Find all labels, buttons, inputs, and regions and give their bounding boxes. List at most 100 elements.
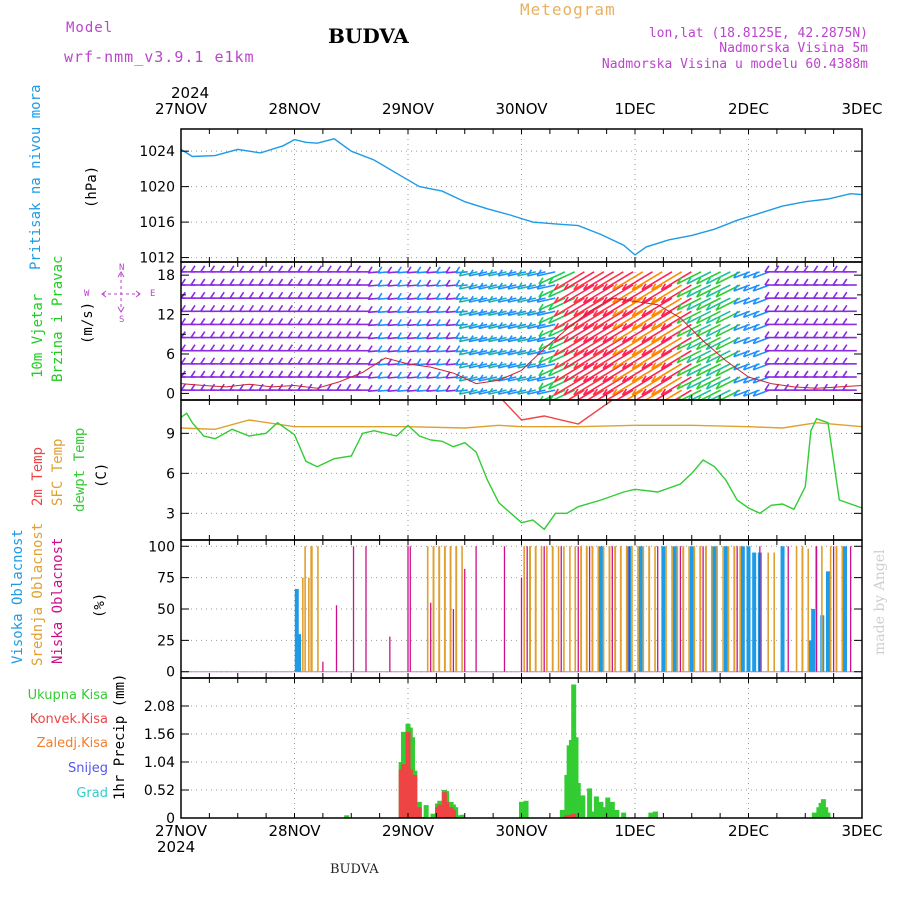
high-cloud-bar — [294, 588, 299, 672]
wind-barb-flag — [695, 356, 702, 364]
wind-barb-flag — [695, 316, 702, 324]
wind-barb — [538, 376, 566, 390]
wind-barb-flag — [229, 265, 235, 273]
wind-barb-flag — [803, 304, 809, 312]
wind-barb-flag — [238, 304, 245, 312]
wind-barb — [676, 349, 702, 364]
wind-barb-flag — [355, 291, 362, 299]
wind-barb — [478, 271, 498, 277]
wind-barb-flag — [536, 269, 542, 277]
y-tick-label: 1.56 — [144, 727, 175, 743]
wind-barb-flag — [445, 305, 451, 313]
wind-barb-flag — [536, 321, 542, 329]
wind-barb-flag — [842, 370, 848, 378]
wind-barb — [459, 284, 478, 290]
wind-barb-flag — [752, 389, 758, 397]
wind-barb-flag — [623, 402, 627, 408]
wind-barb-flag — [592, 335, 598, 343]
wind-barb — [507, 336, 527, 343]
wind-barb — [592, 323, 624, 344]
wind-barb-flag — [307, 370, 313, 378]
wind-barb — [377, 389, 390, 392]
wind-barb-flag — [326, 344, 332, 352]
wind-barb-flag — [248, 331, 255, 339]
total-precip-bar — [437, 800, 443, 818]
wind-barb-flag — [631, 309, 637, 317]
wind-barb-flag — [602, 362, 608, 370]
wind-barb-flag — [297, 331, 303, 339]
wind-barb — [548, 297, 576, 311]
wind-barb-flag — [538, 316, 544, 324]
wind-barb — [507, 349, 527, 356]
wind-barb — [517, 310, 536, 317]
wind-barb — [661, 350, 692, 370]
wind-barb — [537, 389, 556, 395]
wind-barb-flag — [517, 269, 523, 277]
wind-barb — [752, 310, 770, 319]
mid-cloud-bar — [801, 548, 810, 672]
wind-barb-flag — [277, 383, 284, 391]
wind-barb-flag — [536, 374, 542, 382]
wind-barb-flag — [783, 344, 790, 352]
wind-barb-flag — [229, 344, 235, 352]
wind-barb-flag — [190, 317, 196, 325]
wind-barb-flag — [316, 370, 323, 378]
wind-barb-flag — [367, 371, 373, 379]
wind-barb-flag — [287, 265, 293, 273]
wind-barb-flag — [812, 317, 819, 325]
wind-barb-flag — [200, 317, 206, 325]
wind-barb-flag — [345, 357, 352, 365]
high-cloud-bar — [820, 615, 825, 672]
wind-barb-flag — [455, 345, 461, 353]
wind-barb-flag — [612, 375, 618, 383]
wind-barb-flag — [425, 305, 432, 313]
wind-barb-flag — [742, 323, 749, 331]
wind-barb — [368, 271, 381, 274]
wind-barb — [527, 336, 546, 343]
wind-barb-flag — [307, 331, 313, 339]
wind-barb-flag — [592, 322, 598, 330]
wind-barb — [416, 297, 429, 300]
wind-barb-flag — [258, 317, 264, 325]
wind-barb-flag — [651, 309, 657, 317]
wind-barb — [641, 323, 673, 344]
wind-barb — [686, 297, 712, 311]
wind-barb-flag — [396, 292, 402, 300]
wind-barb — [478, 297, 498, 303]
mid-cloud-bar — [767, 552, 775, 672]
footer-city: BUDVA — [330, 862, 379, 877]
wind-barb-flag — [621, 388, 628, 396]
wind-barb-flag — [733, 389, 739, 397]
wind-barb — [583, 310, 615, 330]
wind-barb — [661, 323, 692, 344]
wind-barb — [705, 323, 731, 338]
wind-barb — [612, 363, 644, 383]
wind-barb — [498, 297, 517, 303]
wind-barb-flag — [548, 343, 554, 351]
wind-barb-flag — [468, 374, 474, 382]
wind-barb — [605, 389, 624, 400]
wind-barb-flag — [538, 356, 544, 364]
wind-barb — [377, 349, 390, 353]
wind-barb-flag — [458, 321, 465, 329]
total-precip-bar — [421, 816, 427, 818]
wind-barb-flag — [573, 335, 579, 343]
wind-barb — [676, 284, 702, 298]
wind-barb-flag — [229, 304, 235, 312]
wind-barb — [459, 323, 478, 330]
wind-barb — [459, 310, 478, 317]
wind-barb-flag — [774, 383, 780, 391]
wind-barb-flag — [425, 318, 432, 326]
wind-barb — [686, 284, 712, 298]
wind-barb-flag — [458, 348, 465, 356]
wind-barb-flag — [641, 322, 647, 330]
wind-barb-flag — [172, 332, 176, 338]
wind-barb-flag — [406, 279, 412, 287]
wind-barb-flag — [582, 296, 589, 304]
wind-barb-flag — [603, 402, 607, 408]
wind-barb-flag — [478, 321, 484, 329]
dewpt-ylabel: dewpt Temp — [72, 427, 88, 512]
wind-barb — [602, 310, 634, 330]
wind-barb-flag — [526, 321, 533, 329]
wind-barb-flag — [377, 266, 383, 274]
